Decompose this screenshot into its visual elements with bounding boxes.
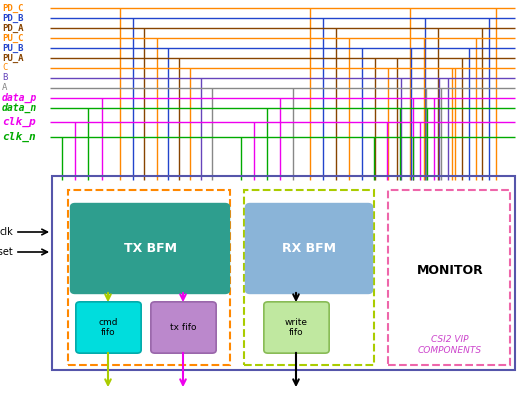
Text: MONITOR: MONITOR	[416, 264, 483, 277]
Text: data_n: data_n	[2, 103, 37, 113]
Text: PD_C: PD_C	[2, 4, 23, 13]
FancyBboxPatch shape	[151, 302, 216, 353]
Text: write
fifo: write fifo	[285, 318, 308, 337]
Text: PD_B: PD_B	[2, 13, 23, 22]
Text: PU_B: PU_B	[2, 43, 23, 52]
FancyBboxPatch shape	[264, 302, 329, 353]
Text: PU_A: PU_A	[2, 54, 23, 63]
Text: B: B	[2, 74, 7, 82]
Text: RX BFM: RX BFM	[282, 242, 336, 255]
Text: reset: reset	[0, 247, 13, 257]
Text: CSI2 VIP
COMPONENTS: CSI2 VIP COMPONENTS	[418, 335, 482, 355]
Text: PU_C: PU_C	[2, 33, 23, 43]
FancyBboxPatch shape	[71, 204, 229, 293]
Text: cmd
fifo: cmd fifo	[99, 318, 118, 337]
Text: TX BFM: TX BFM	[123, 242, 177, 255]
Text: clk: clk	[0, 227, 13, 237]
FancyBboxPatch shape	[76, 302, 141, 353]
Text: tx fifo: tx fifo	[170, 323, 197, 332]
Text: C: C	[2, 63, 7, 72]
Text: data_p: data_p	[2, 93, 37, 103]
FancyBboxPatch shape	[246, 204, 372, 293]
Text: PD_A: PD_A	[2, 24, 23, 33]
Text: clk_n: clk_n	[2, 132, 36, 142]
Text: clk_p: clk_p	[2, 117, 36, 127]
Text: A: A	[2, 84, 7, 93]
